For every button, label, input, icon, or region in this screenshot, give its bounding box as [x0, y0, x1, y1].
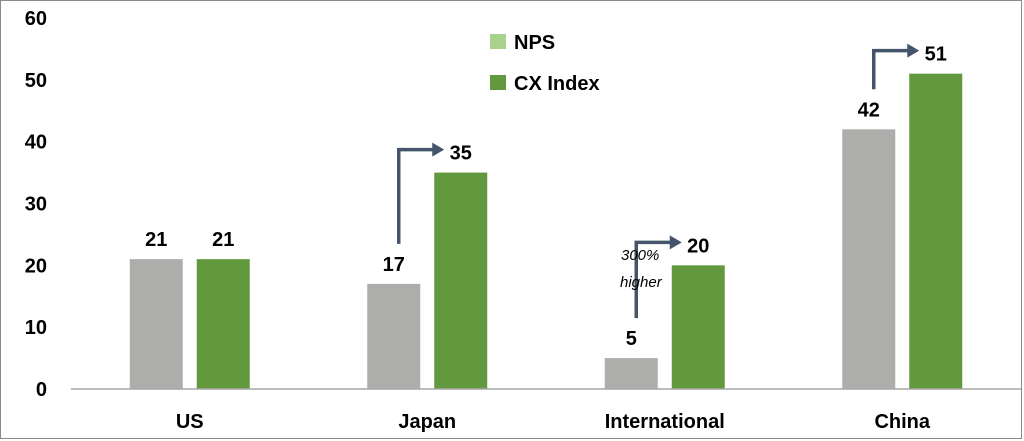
bar-cx-index [434, 172, 488, 389]
legend: NPS CX Index [490, 32, 600, 95]
annotation-line-2: higher [620, 274, 663, 291]
x-axis-categories: US Japan International China [176, 411, 931, 433]
bar-cx-index [671, 265, 725, 389]
x-category-label: China [874, 411, 930, 433]
y-tick-label: 40 [25, 132, 47, 154]
y-tick-label: 10 [25, 317, 47, 339]
legend-swatch [490, 34, 506, 49]
x-category-label: Japan [398, 411, 456, 433]
legend-swatch [490, 75, 506, 90]
bar-cx-index [196, 259, 250, 389]
data-labels: 21 21 17 35 5 20 42 51 [145, 44, 947, 350]
y-tick-label: 20 [25, 255, 47, 277]
y-axis-ticks: 0 10 20 30 40 50 60 [25, 8, 47, 401]
y-tick-label: 30 [25, 194, 47, 216]
bars [129, 73, 963, 390]
bar-nps [129, 259, 183, 389]
data-label: 51 [925, 44, 947, 66]
y-tick-label: 60 [25, 8, 47, 30]
bar-cx-index [909, 73, 963, 390]
x-category-label: International [605, 411, 725, 433]
bar-nps [367, 283, 421, 389]
increase-arrow [872, 43, 920, 90]
increase-arrow [634, 235, 682, 319]
arrows [397, 43, 920, 319]
bar-nps [604, 358, 658, 389]
x-category-label: US [176, 411, 204, 433]
bar-nps [842, 129, 896, 390]
data-label: 42 [858, 99, 880, 121]
annotation-line-1: 300% [621, 247, 659, 264]
data-label: 21 [145, 229, 167, 251]
data-label: 21 [212, 229, 234, 251]
legend-label: NPS [514, 32, 555, 54]
y-tick-label: 0 [36, 379, 47, 401]
data-label: 35 [450, 143, 472, 165]
data-label: 5 [626, 328, 637, 350]
increase-arrow [397, 142, 445, 244]
data-label: 17 [383, 254, 405, 276]
legend-label: CX Index [514, 73, 600, 95]
y-tick-label: 50 [25, 70, 47, 92]
data-label: 20 [687, 235, 709, 257]
